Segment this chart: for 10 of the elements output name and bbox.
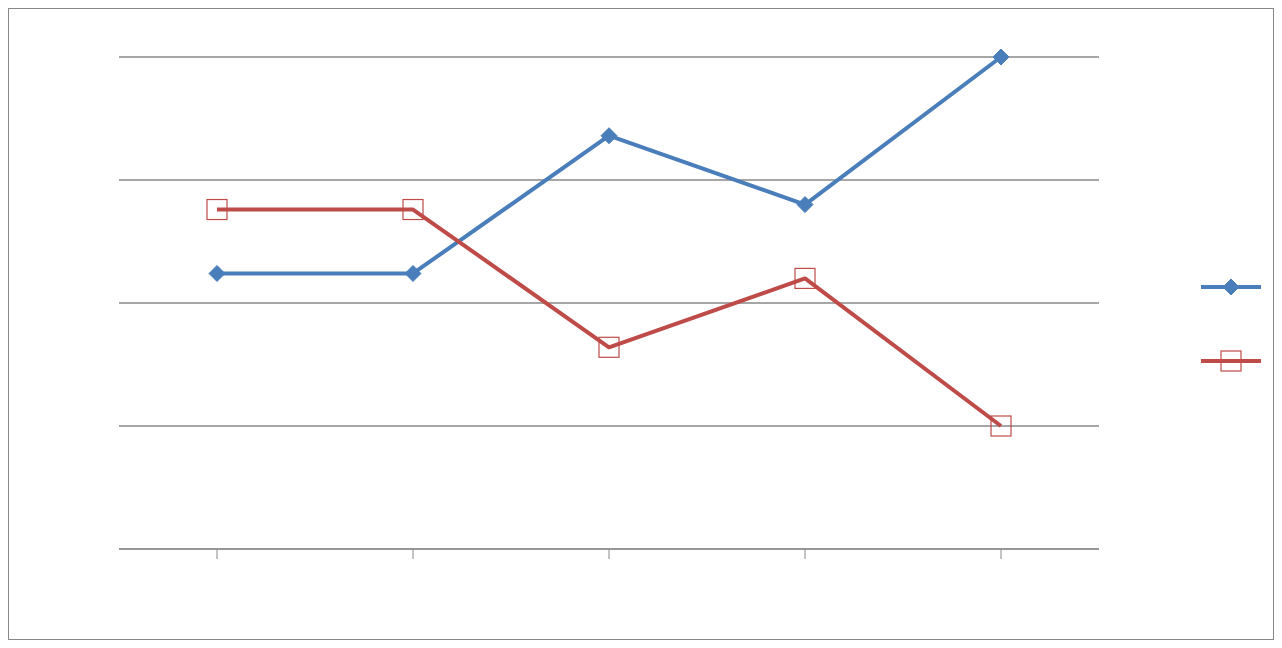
point — [600, 127, 618, 145]
point — [990, 415, 1012, 437]
point — [992, 48, 1010, 66]
point — [598, 336, 620, 358]
point — [796, 196, 814, 214]
point — [794, 267, 816, 289]
point — [208, 264, 226, 282]
point — [404, 264, 422, 282]
point — [402, 198, 424, 221]
point — [206, 198, 228, 221]
